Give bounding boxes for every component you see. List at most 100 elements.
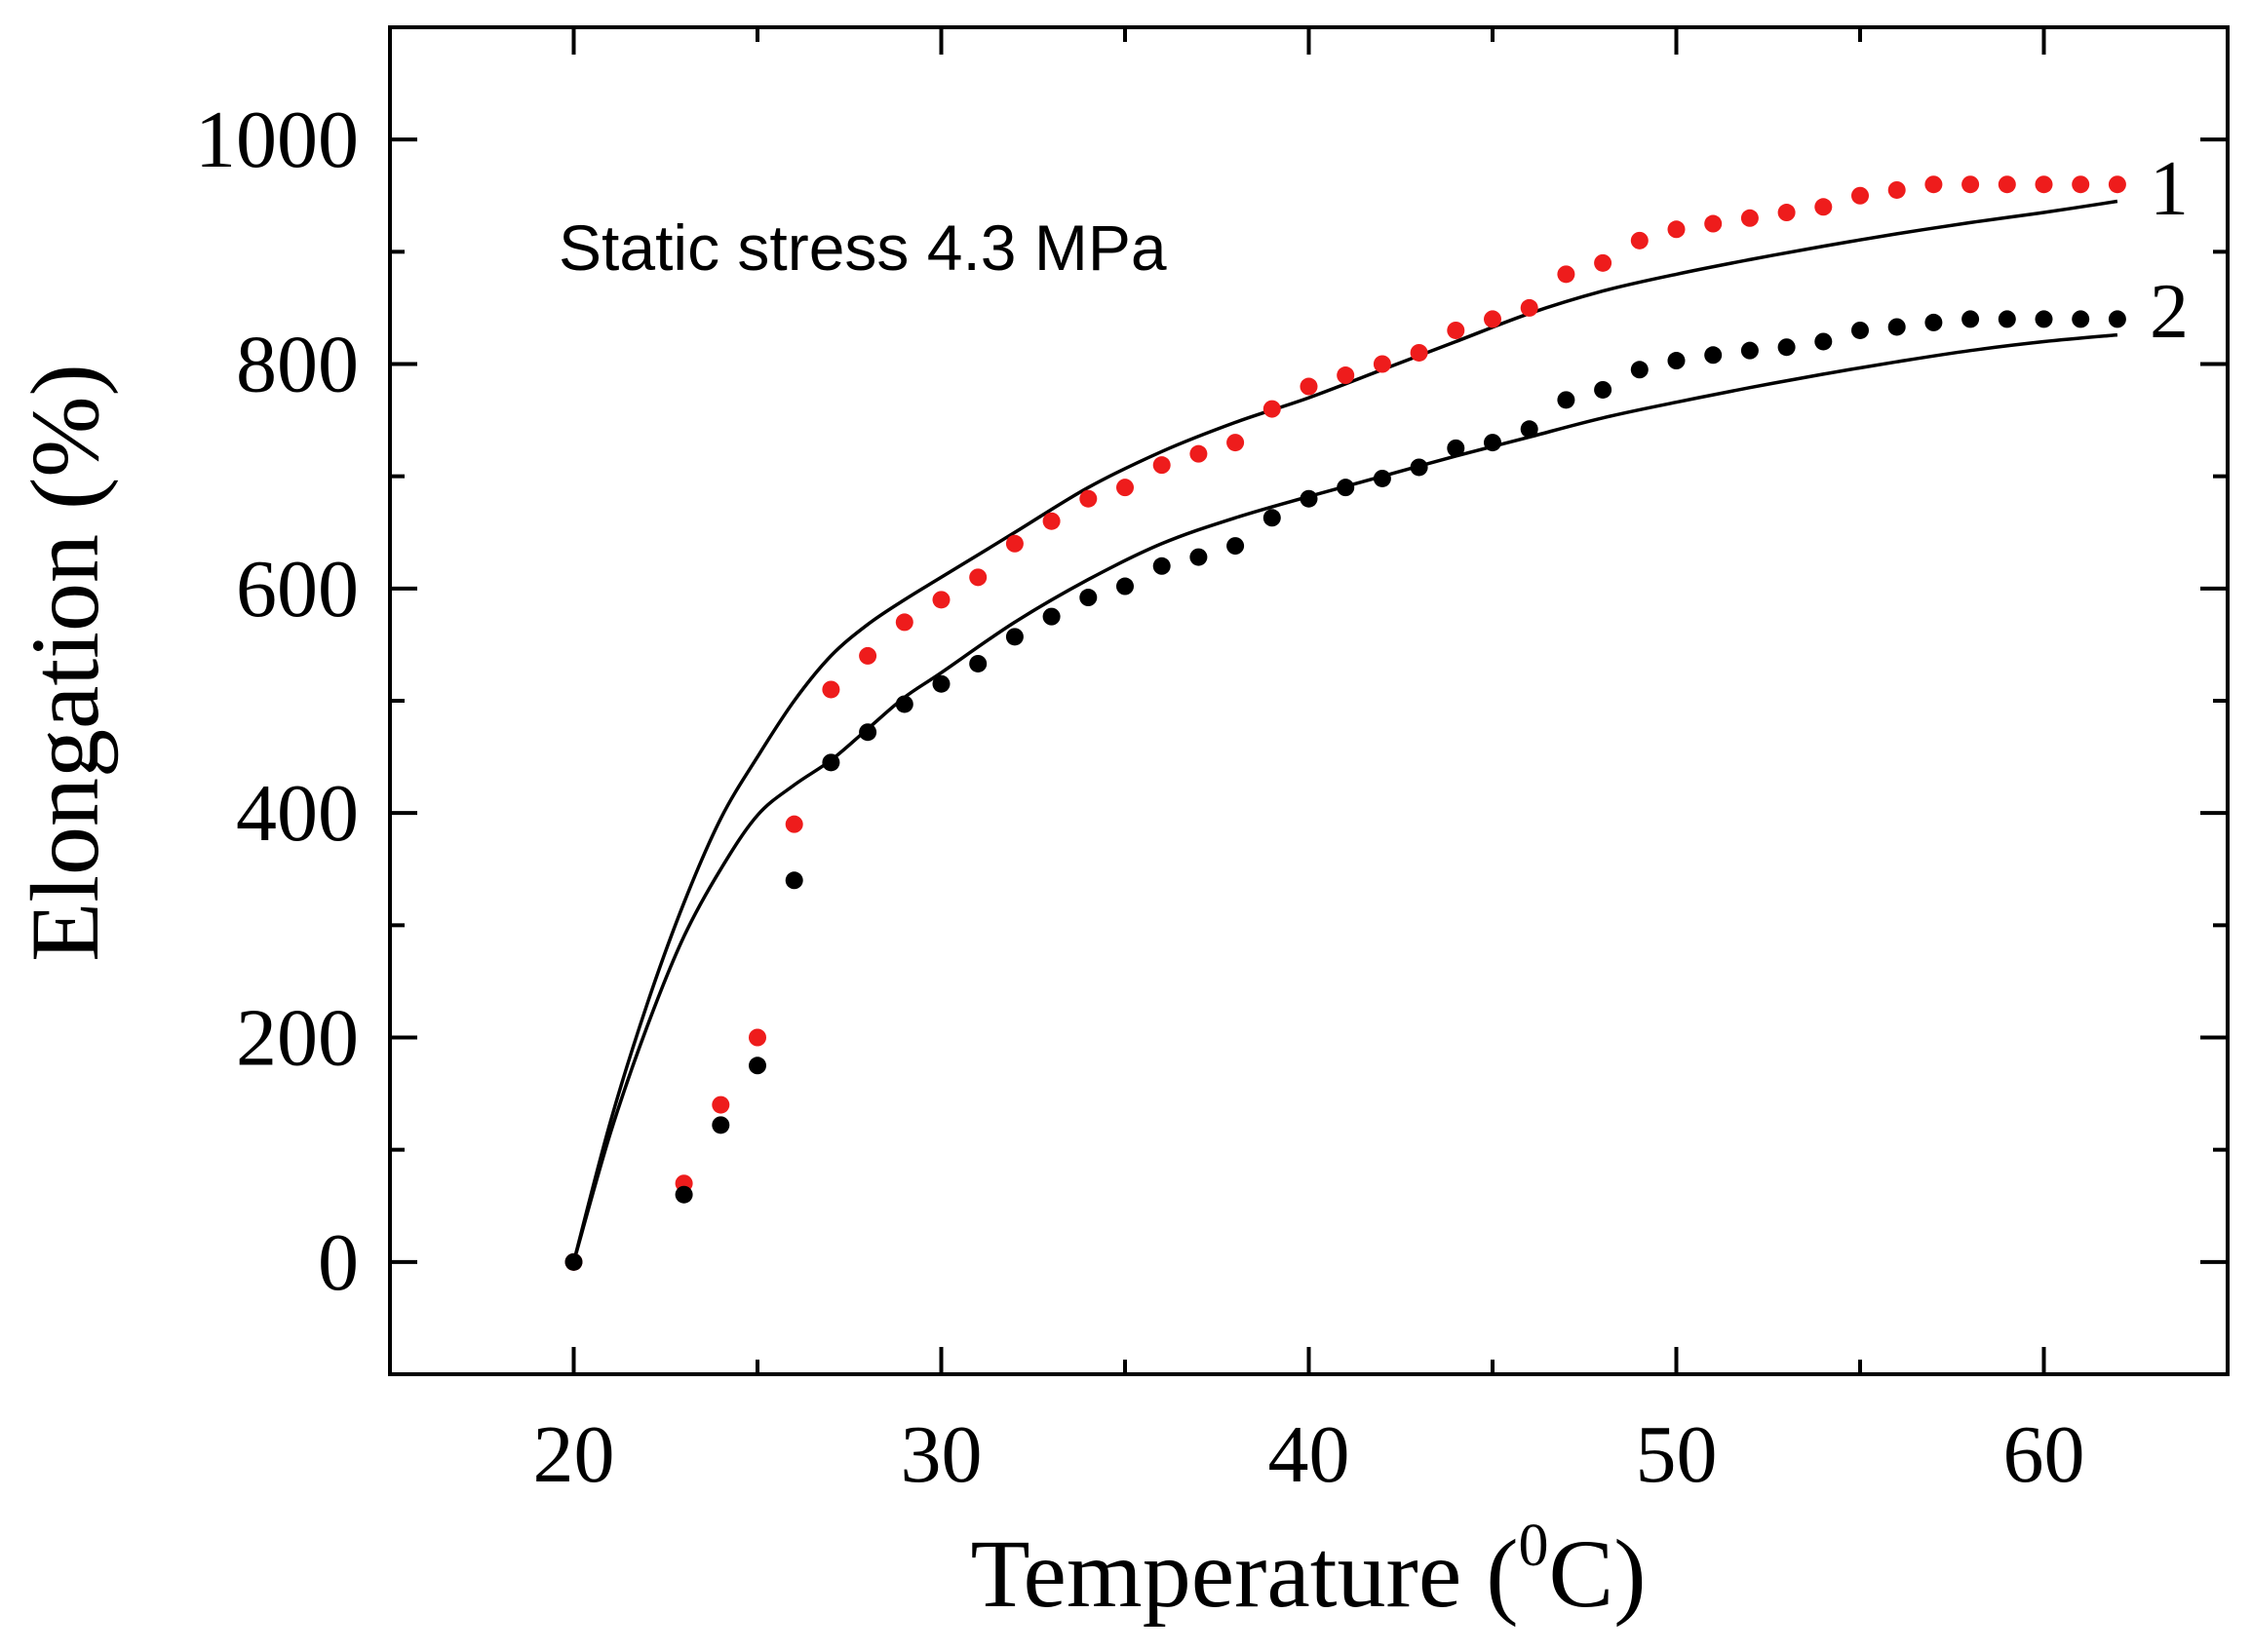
data-point-series-1 [1152, 456, 1171, 475]
data-point-series-2 [969, 654, 988, 672]
data-point-series-2 [749, 1057, 766, 1075]
data-point-series-2 [1851, 321, 1869, 339]
data-point-series-1 [1300, 377, 1318, 396]
fit-curve-2 [571, 332, 2118, 1263]
data-point-series-1 [749, 1028, 766, 1047]
axis-ticks [388, 25, 2230, 1376]
data-point-series-1 [1042, 512, 1061, 530]
fit-curve-1 [571, 199, 2118, 1263]
data-point-series-1 [1814, 198, 1833, 216]
y-tick-label: 1000 [195, 95, 359, 185]
data-point-series-2 [1262, 509, 1281, 527]
data-point-series-2 [1740, 341, 1759, 360]
y-tick-label: 400 [236, 768, 359, 859]
data-point-series-1 [1961, 175, 1980, 194]
y-axis-title: Elongation (%) [11, 364, 119, 962]
data-point-series-1 [712, 1095, 730, 1114]
data-point-series-1 [1189, 444, 1208, 463]
series-label-1: 1 [2150, 146, 2189, 232]
data-point-series-1 [1924, 175, 1943, 194]
data-point-series-1 [1667, 220, 1686, 239]
x-axis-title-sup: 0 [1519, 1513, 1549, 1579]
data-point-series-2 [1042, 607, 1061, 626]
x-tick-label: 30 [901, 1409, 983, 1500]
data-point-series-1 [785, 815, 803, 833]
data-point-series-2 [1226, 537, 1245, 556]
data-point-series-1 [1777, 204, 1796, 222]
data-point-series-2 [1300, 489, 1318, 508]
data-point-series-2 [1594, 380, 1612, 399]
data-point-series-2 [785, 871, 803, 890]
data-point-series-1 [1557, 265, 1575, 284]
data-point-series-2 [1924, 313, 1943, 331]
data-point-series-1 [1998, 175, 2016, 194]
data-point-series-1 [1410, 343, 1428, 362]
data-point-series-2 [1116, 577, 1134, 595]
data-point-series-2 [1814, 332, 1833, 351]
data-point-series-2 [932, 674, 951, 693]
data-point-series-2 [895, 695, 913, 713]
data-point-series-1 [1079, 489, 1098, 508]
data-point-series-2 [1704, 346, 1723, 365]
data-point-series-1 [1851, 186, 1869, 205]
data-point-series-1 [1116, 479, 1134, 497]
data-point-series-2 [564, 1252, 583, 1271]
data-point-series-2 [1998, 310, 2016, 328]
x-tick-label: 20 [533, 1409, 615, 1500]
series-label-2: 2 [2150, 269, 2189, 355]
data-point-series-2 [1152, 557, 1171, 575]
data-point-series-2 [1005, 628, 1024, 646]
data-point-series-2 [1777, 338, 1796, 357]
data-point-series-1 [895, 613, 913, 632]
data-point-series-2 [2072, 310, 2090, 328]
data-point-series-2 [1887, 318, 1906, 336]
y-tick-label: 200 [236, 993, 359, 1084]
data-point-series-2 [1484, 434, 1501, 452]
data-point-series-1 [2072, 175, 2090, 194]
y-tick-label: 600 [236, 544, 359, 634]
data-point-series-2 [859, 723, 877, 742]
data-point-series-1 [1226, 434, 1245, 452]
data-point-series-1 [1630, 231, 1649, 250]
data-point-series-1 [1594, 253, 1612, 272]
data-point-series-2 [675, 1185, 693, 1204]
data-point-series-2 [2108, 310, 2126, 328]
data-point-series-1 [2108, 175, 2126, 194]
x-axis-title-tail: C) [1549, 1519, 1647, 1628]
data-point-series-2 [1447, 439, 1465, 457]
data-point-series-1 [1887, 180, 1906, 199]
data-point-series-2 [1961, 310, 1980, 328]
data-points [564, 175, 2126, 1271]
data-point-series-1 [1005, 534, 1024, 553]
data-point-series-1 [932, 591, 951, 609]
data-point-series-1 [1262, 400, 1281, 418]
data-point-series-2 [1410, 458, 1428, 477]
data-point-series-1 [1373, 355, 1391, 373]
data-point-series-1 [1704, 214, 1723, 233]
data-point-series-2 [1373, 469, 1391, 487]
data-point-series-2 [2035, 310, 2053, 328]
data-point-series-1 [1740, 209, 1759, 227]
data-point-series-2 [712, 1116, 730, 1134]
data-point-series-2 [1079, 589, 1098, 607]
data-point-series-1 [1447, 321, 1465, 339]
data-point-series-2 [1189, 548, 1208, 566]
annotation-text: Static stress 4.3 MPa [559, 211, 1167, 284]
data-point-series-2 [822, 753, 840, 772]
data-point-series-1 [969, 568, 988, 587]
data-point-series-1 [822, 680, 840, 699]
data-point-series-2 [1667, 352, 1686, 370]
data-point-series-1 [1337, 366, 1355, 385]
x-axis-title-main: Temperature ( [970, 1519, 1518, 1628]
y-tick-label: 800 [236, 320, 359, 410]
data-point-series-2 [1520, 420, 1538, 439]
data-point-series-1 [859, 646, 877, 665]
y-tick-label: 0 [318, 1217, 359, 1308]
x-tick-label: 40 [1268, 1409, 1350, 1500]
x-tick-label: 50 [1636, 1409, 1718, 1500]
data-point-series-1 [2035, 175, 2053, 194]
fit-curves [571, 199, 2118, 1263]
x-tick-label: 60 [2003, 1409, 2085, 1500]
data-point-series-2 [1337, 479, 1355, 497]
